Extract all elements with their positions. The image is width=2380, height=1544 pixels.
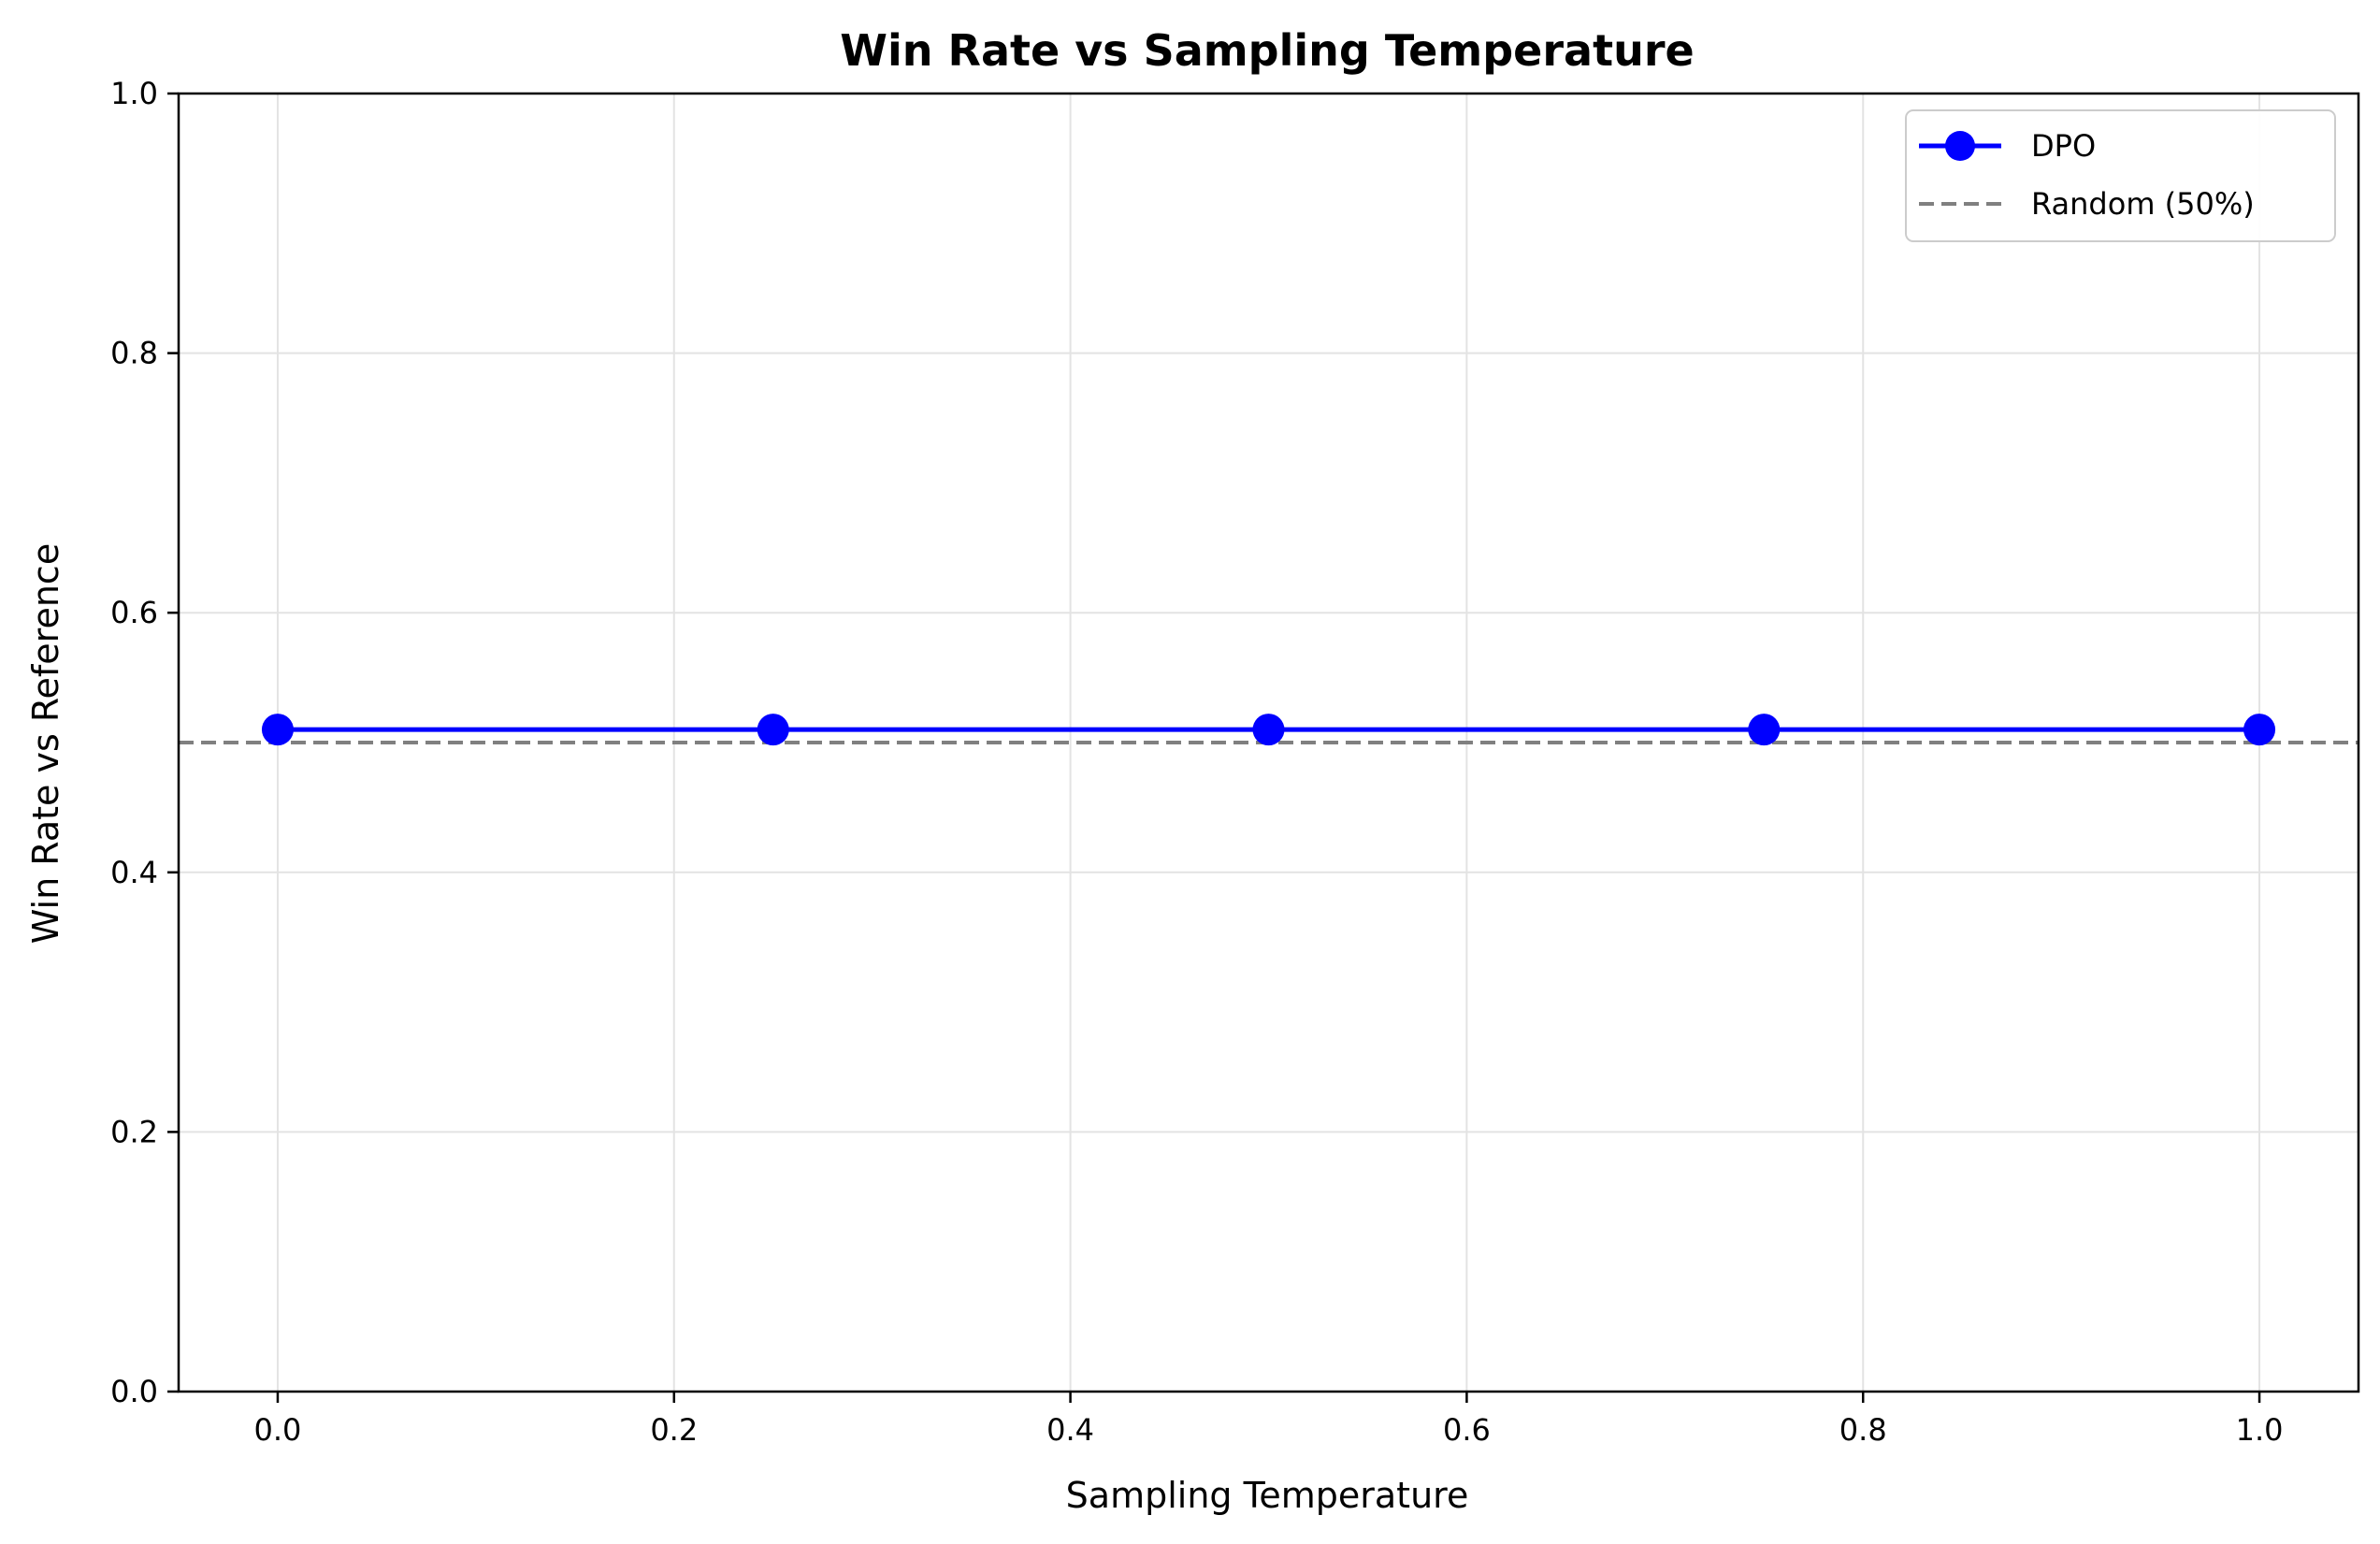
x-tick-label-5: 1.0 xyxy=(2236,1412,2284,1448)
y-tick-label-2: 0.4 xyxy=(110,855,158,890)
y-axis-label: Win Rate vs Reference xyxy=(25,543,66,944)
data-point-dpo-2 xyxy=(1252,714,1285,746)
x-tick-label-0: 0.0 xyxy=(254,1412,302,1448)
y-tick-label-3: 0.6 xyxy=(110,595,158,630)
x-tick-label-4: 0.8 xyxy=(1839,1412,1887,1448)
y-axis-ticks: 0.0 0.2 0.4 0.6 0.8 1.0 xyxy=(110,76,179,1409)
chart-title: Win Rate vs Sampling Temperature xyxy=(840,25,1694,76)
data-point-dpo-3 xyxy=(1748,714,1781,746)
legend: DPO Random (50%) xyxy=(1905,109,2336,242)
x-axis-ticks: 0.0 0.2 0.4 0.6 0.8 1.0 xyxy=(254,1392,2284,1448)
data-point-dpo-1 xyxy=(757,714,789,746)
data-point-dpo-4 xyxy=(2243,714,2276,746)
y-tick-label-5: 1.0 xyxy=(110,76,158,111)
legend-entry-dpo: DPO xyxy=(2031,128,2096,164)
y-tick-label-1: 0.2 xyxy=(110,1114,158,1149)
x-tick-label-1: 0.2 xyxy=(650,1412,698,1448)
legend-swatch-dpo-marker xyxy=(1945,131,1975,161)
plot-frame xyxy=(177,92,2360,1393)
x-axis-label: Sampling Temperature xyxy=(1066,1475,1469,1516)
legend-entry-random: Random (50%) xyxy=(2031,186,2255,222)
series-layer xyxy=(261,714,2276,746)
y-tick-label-4: 0.8 xyxy=(110,336,158,371)
x-tick-label-2: 0.4 xyxy=(1046,1412,1094,1448)
legend-box xyxy=(1905,109,2336,242)
data-point-dpo-0 xyxy=(261,714,294,746)
y-tick-label-0: 0.0 xyxy=(110,1374,158,1409)
x-tick-label-3: 0.6 xyxy=(1443,1412,1491,1448)
